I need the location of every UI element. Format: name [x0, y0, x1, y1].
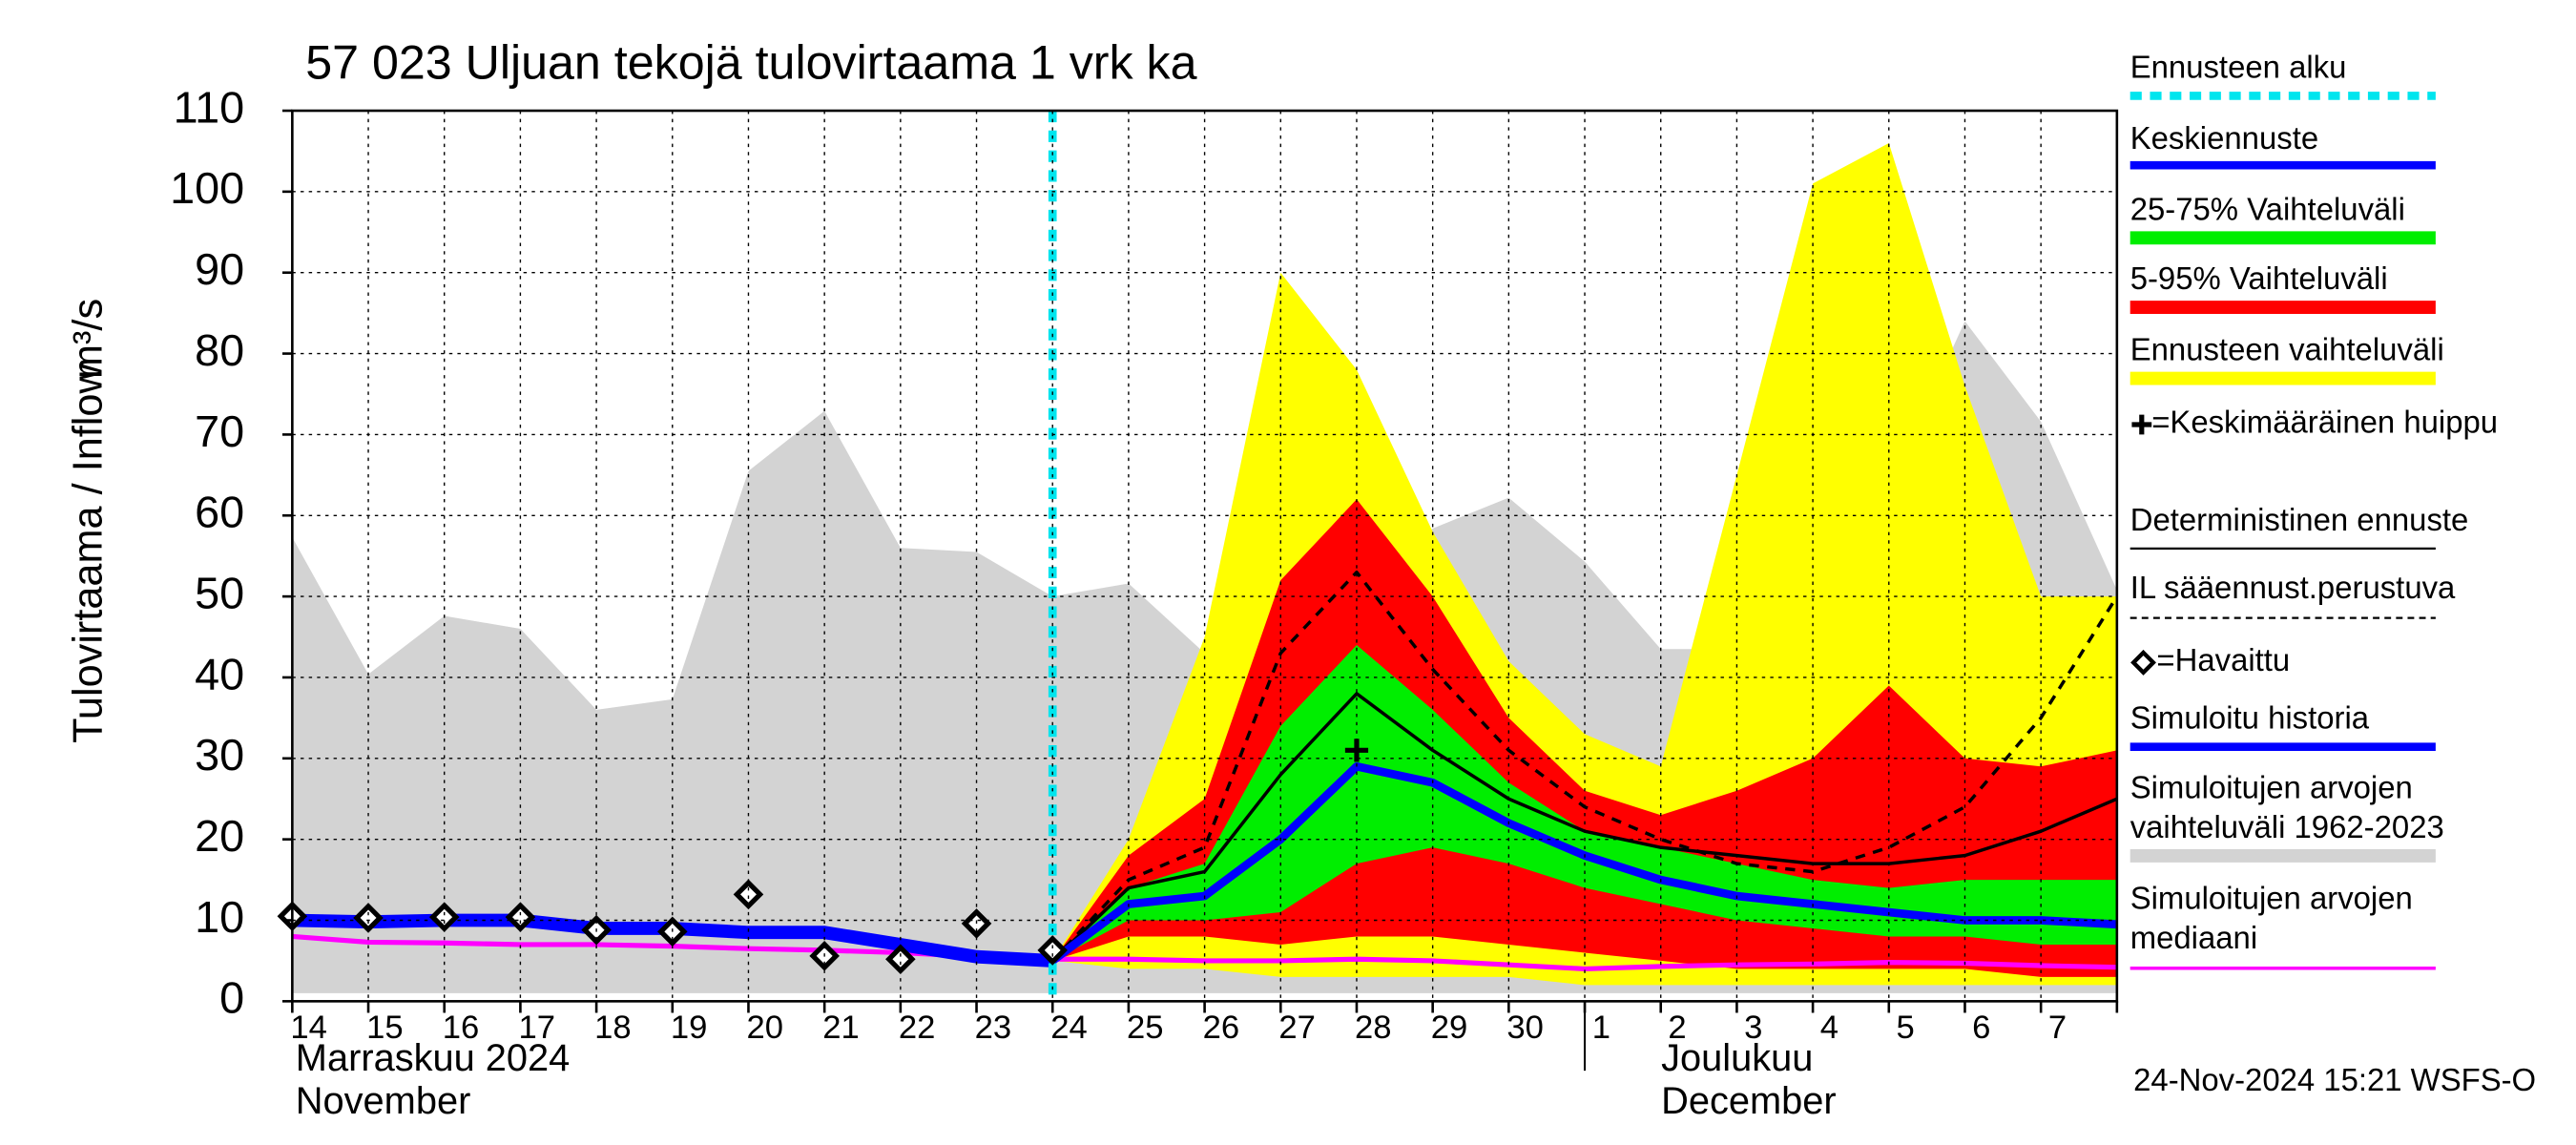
- x-tick-label: 22: [899, 1010, 935, 1046]
- legend-entry: Ennusteen alku: [2129, 51, 2347, 87]
- legend-label: Ennusteen vaihteluväli: [2129, 333, 2444, 369]
- x-tick-label: 29: [1431, 1010, 1467, 1046]
- legend-marker: [2131, 414, 2152, 435]
- legend-entry: Deterministinen ennuste: [2129, 504, 2469, 539]
- legend-label: IL sääennust.perustuva: [2129, 572, 2456, 607]
- y-tick-label: 30: [195, 730, 244, 780]
- y-tick-label: 20: [195, 811, 244, 861]
- x-tick-label: 5: [1896, 1010, 1914, 1046]
- month-label: Joulukuu: [1661, 1037, 1813, 1079]
- month-label: Marraskuu 2024: [296, 1037, 571, 1079]
- x-tick-label: 28: [1355, 1010, 1391, 1046]
- band: [1052, 645, 2117, 961]
- x-tick-label: 7: [2048, 1010, 2067, 1046]
- x-tick-label: 23: [975, 1010, 1011, 1046]
- legend-entry: 25-75% Vaihteluväli: [2129, 193, 2405, 228]
- x-tick-label: 26: [1203, 1010, 1239, 1046]
- legend-entry: =Havaittu: [2156, 644, 2291, 679]
- month-label: December: [1661, 1080, 1837, 1122]
- legend-label: Keskiennuste: [2129, 122, 2319, 157]
- x-tick-label: 15: [366, 1010, 403, 1046]
- legend-label: Simuloitujen arvojen vaihteluväli 1962-2…: [2129, 771, 2444, 846]
- x-tick-label: 14: [290, 1010, 326, 1046]
- y-axis-label: Tulovirtaama / Inflow: [66, 364, 112, 743]
- y-tick-label: 10: [195, 892, 244, 942]
- x-tick-label: 6: [1972, 1010, 1990, 1046]
- timestamp: 24-Nov-2024 15:21 WSFS-O: [2133, 1062, 2536, 1097]
- legend-label: 25-75% Vaihteluväli: [2129, 193, 2405, 228]
- x-tick-label: 1: [1592, 1010, 1610, 1046]
- plot-layers: [277, 111, 2119, 1002]
- legend-entry: Simuloitujen arvojen vaihteluväli 1962-2…: [2129, 771, 2444, 846]
- y-tick-label: 60: [195, 488, 244, 537]
- x-tick-label: 30: [1506, 1010, 1543, 1046]
- x-tick-label: 19: [671, 1010, 707, 1046]
- chart-title: 57 023 Uljuan tekojä tulovirtaama 1 vrk …: [305, 36, 1196, 90]
- legend-label: Simuloitujen arvojen mediaani: [2129, 882, 2413, 957]
- legend-entry: Keskiennuste: [2129, 122, 2319, 157]
- x-tick-label: 20: [747, 1010, 783, 1046]
- legend-label: =Keskimääräinen huippu: [2151, 406, 2499, 442]
- legend-entry: Simuloitujen arvojen mediaani: [2129, 882, 2413, 957]
- legend-entry: 5-95% Vaihteluväli: [2129, 262, 2388, 298]
- x-tick-label: 17: [518, 1010, 554, 1046]
- x-tick-label: 18: [594, 1010, 631, 1046]
- y-tick-label: 110: [174, 82, 244, 132]
- y-tick-label: 50: [195, 568, 244, 617]
- legend-entry: IL sääennust.perustuva: [2129, 572, 2456, 607]
- legend-marker: [2130, 649, 2156, 676]
- x-tick-label: 25: [1127, 1010, 1163, 1046]
- legend-label: Deterministinen ennuste: [2129, 504, 2469, 539]
- x-tick-label: 27: [1278, 1010, 1315, 1046]
- legend-label: Simuloitu historia: [2129, 701, 2370, 738]
- y-tick-label: 40: [195, 649, 244, 698]
- y-tick-label: 100: [170, 163, 244, 213]
- x-tick-label: 2: [1668, 1010, 1686, 1046]
- month-label: November: [296, 1080, 471, 1122]
- legend-label: 5-95% Vaihteluväli: [2129, 262, 2388, 298]
- legend-entry: =Keskimääräinen huippu: [2151, 406, 2499, 442]
- x-tick-label: 21: [822, 1010, 859, 1046]
- y-tick-label: 0: [219, 973, 244, 1023]
- y-tick-label: 80: [195, 325, 244, 375]
- legend-label: =Havaittu: [2156, 644, 2291, 679]
- x-tick-label: 16: [443, 1010, 479, 1046]
- legend-entry: Simuloitu historia: [2129, 701, 2370, 738]
- y-tick-label: 90: [195, 244, 244, 294]
- legend-entry: Ennusteen vaihteluväli: [2129, 333, 2444, 369]
- plot-frame: [291, 109, 2119, 1003]
- x-tick-label: 24: [1050, 1010, 1087, 1046]
- x-tick-label: 4: [1820, 1010, 1839, 1046]
- legend-label: Ennusteen alku: [2129, 51, 2347, 87]
- y-tick-label: 70: [195, 406, 244, 456]
- y-axis-unit: m³/s: [66, 299, 112, 379]
- x-tick-label: 3: [1744, 1010, 1762, 1046]
